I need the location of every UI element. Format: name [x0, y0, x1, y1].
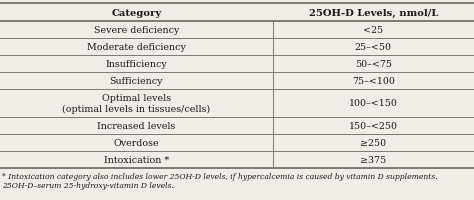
- Text: Intoxication *: Intoxication *: [104, 155, 169, 164]
- Text: <25: <25: [363, 26, 383, 35]
- Text: ≥375: ≥375: [360, 155, 386, 164]
- Text: 25OH-D Levels, nmol/L: 25OH-D Levels, nmol/L: [309, 8, 438, 17]
- Text: Optimal levels
(optimal levels in tissues/cells): Optimal levels (optimal levels in tissue…: [62, 93, 210, 114]
- Text: 150–<250: 150–<250: [349, 121, 398, 130]
- Text: 50–<75: 50–<75: [355, 60, 392, 69]
- Text: 25OH-D–serum 25-hydroxy-vitamin D levels.: 25OH-D–serum 25-hydroxy-vitamin D levels…: [2, 181, 174, 189]
- Text: ≥250: ≥250: [360, 138, 386, 147]
- Text: 75–<100: 75–<100: [352, 77, 395, 86]
- Text: 100–<150: 100–<150: [349, 99, 398, 108]
- Text: Increased levels: Increased levels: [97, 121, 175, 130]
- Text: Moderate deficiency: Moderate deficiency: [87, 43, 186, 52]
- Text: 25–<50: 25–<50: [355, 43, 392, 52]
- Text: Insufficiency: Insufficiency: [105, 60, 167, 69]
- Text: Sufficiency: Sufficiency: [109, 77, 163, 86]
- Text: Severe deficiency: Severe deficiency: [93, 26, 179, 35]
- Text: Category: Category: [111, 8, 161, 17]
- Text: * Intoxication category also includes lower 25OH-D levels, if hypercalcemia is c: * Intoxication category also includes lo…: [2, 172, 438, 180]
- Text: Overdose: Overdose: [113, 138, 159, 147]
